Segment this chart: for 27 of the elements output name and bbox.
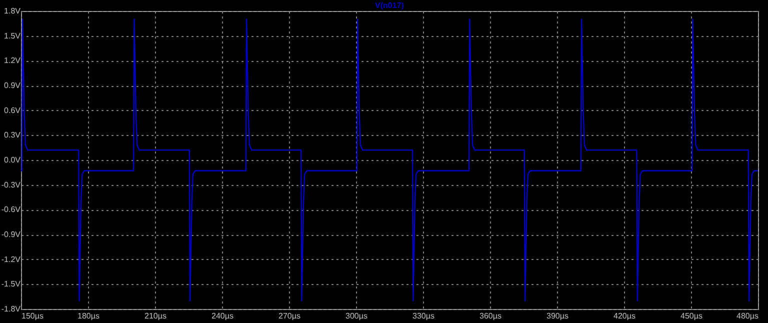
x-tick-label: 450µs xyxy=(680,312,702,320)
x-tick-label: 330µs xyxy=(412,312,434,320)
y-tick-label: -0.6V xyxy=(1,205,22,214)
text: V(n017) xyxy=(375,1,404,10)
x-tick-label: 420µs xyxy=(614,312,636,320)
x-tick-label: 150µs xyxy=(22,312,44,320)
y-tick-label: 1.8V xyxy=(4,6,22,16)
x-tick-label: 300µs xyxy=(346,312,368,320)
y-tick-label: 0.6V xyxy=(4,106,22,115)
y-tick-label: 1.5V xyxy=(4,31,22,40)
y-tick-label: 0.0V xyxy=(4,156,22,164)
y-tick-label: 0.9V xyxy=(4,81,22,90)
y-tick-label: -1.2V xyxy=(1,254,22,264)
x-tick-label: 360µs xyxy=(480,312,502,320)
y-tick-label: -0.9V xyxy=(1,230,22,239)
y-tick-label: 0.3V xyxy=(4,130,22,140)
y-tick-label: -1.8V xyxy=(1,304,22,314)
y-tick-label: -1.5V xyxy=(1,280,22,289)
x-tick-label: 480µs xyxy=(736,312,758,320)
x-tick-label: 180µs xyxy=(78,312,100,320)
x-tick-label: 210µs xyxy=(144,312,166,320)
x-tick-label: 240µs xyxy=(212,312,234,320)
y-tick-label: -0.3V xyxy=(1,180,22,190)
x-tick-label: 270µs xyxy=(278,312,300,320)
x-tick-label: 390µs xyxy=(546,312,568,320)
line-series xyxy=(20,18,759,302)
y-tick-label: 1.2V xyxy=(4,56,22,66)
